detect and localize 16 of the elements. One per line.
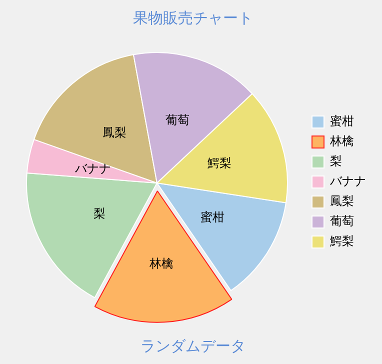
slice-label: 蜜柑	[200, 210, 224, 224]
slice-label: 葡萄	[165, 113, 190, 128]
slice-label: 鰐梨	[207, 156, 232, 170]
legend-label: 蜜柑	[330, 114, 354, 128]
slice-label: 鳳梨	[102, 125, 127, 140]
slice-label: バナナ	[74, 162, 112, 176]
legend-label: バナナ	[329, 174, 366, 188]
legend-label: 葡萄	[330, 214, 354, 228]
legend-label: 鳳梨	[330, 194, 354, 208]
legend-label: 梨	[330, 154, 342, 168]
text: ランダムデータ	[140, 336, 246, 355]
chart-title: 果物販売チャート	[133, 8, 253, 27]
legend-label: 鰐梨	[330, 234, 354, 248]
slice-label: 林檎	[148, 256, 174, 270]
slice-label: 梨	[94, 206, 106, 220]
legend-label: 林檎	[329, 134, 354, 148]
